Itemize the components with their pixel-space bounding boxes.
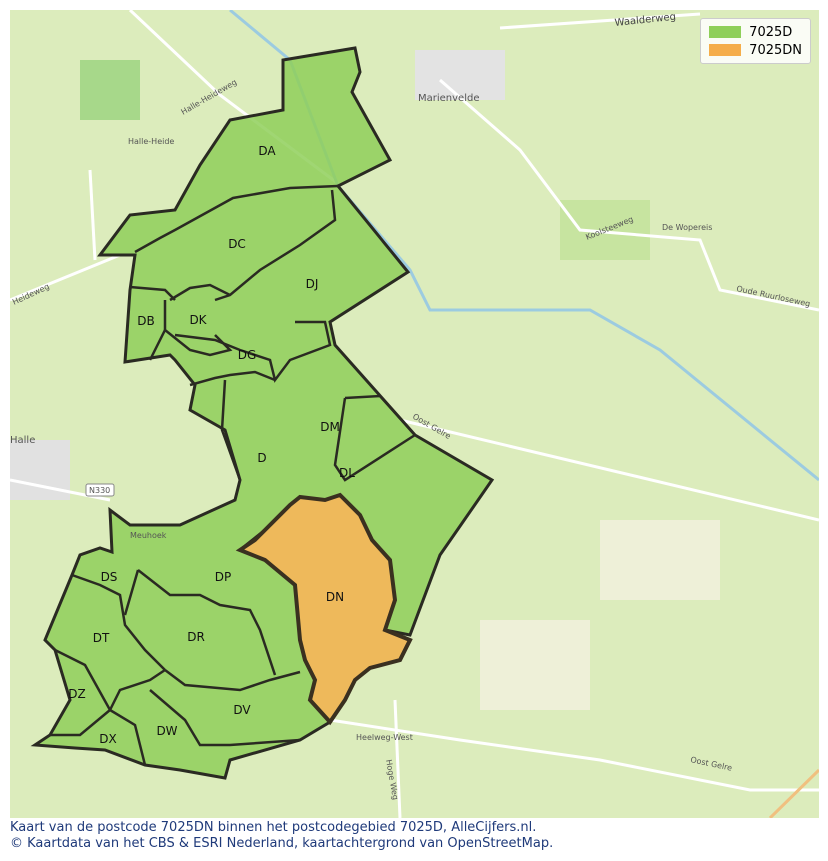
region-label-DB: DB bbox=[137, 314, 154, 328]
region-label-DG: DG bbox=[238, 348, 257, 362]
legend: 7025D 7025DN bbox=[700, 18, 811, 64]
road bbox=[10, 253, 121, 302]
place-marienvelde: Marienvelde bbox=[418, 93, 479, 104]
region-label-DW: DW bbox=[156, 724, 177, 738]
legend-label: 7025DN bbox=[749, 42, 802, 58]
region-label-DZ: DZ bbox=[68, 687, 85, 701]
region-label-DJ: DJ bbox=[306, 277, 319, 291]
region-label-DX: DX bbox=[99, 732, 116, 746]
road bbox=[768, 768, 819, 818]
road bbox=[393, 699, 402, 818]
field bbox=[560, 200, 650, 260]
village-marienvelde bbox=[415, 50, 505, 100]
region-label-DV: DV bbox=[233, 703, 251, 717]
road bbox=[499, 12, 701, 30]
legend-swatch bbox=[709, 44, 742, 56]
legend-item-7025DN: 7025DN bbox=[709, 41, 802, 59]
place-n330: N330 bbox=[89, 486, 110, 495]
place-meuhoek: Meuhoek bbox=[130, 531, 167, 540]
place-halle: Halle bbox=[10, 435, 35, 446]
road bbox=[88, 169, 97, 261]
region-label-DP: DP bbox=[215, 570, 231, 584]
legend-swatch bbox=[709, 26, 742, 38]
legend-label: 7025D bbox=[749, 24, 793, 40]
region-label-DM: DM bbox=[320, 420, 340, 434]
region-label-DA: DA bbox=[258, 144, 276, 158]
region-label-DN: DN bbox=[326, 590, 344, 604]
region-labels: DA DC DJ DB DK DG D DM DL DN DS DP DT DR… bbox=[68, 144, 355, 746]
map[interactable]: DA DC DJ DB DK DG D DM DL DN DS DP DT DR… bbox=[10, 10, 819, 818]
legend-item-7025D: 7025D bbox=[709, 23, 802, 41]
road bbox=[439, 78, 819, 312]
region-label-DT: DT bbox=[93, 631, 110, 645]
area-7025DN[interactable] bbox=[235, 492, 413, 726]
road bbox=[329, 718, 819, 792]
region-label-DS: DS bbox=[101, 570, 118, 584]
place-halle-heide: Halle-Heide bbox=[128, 137, 174, 146]
field bbox=[480, 620, 590, 710]
caption-attribution: © Kaartdata van het CBS & ESRI Nederland… bbox=[10, 836, 554, 851]
region-label-DL: DL bbox=[339, 466, 355, 480]
road-badge bbox=[85, 483, 115, 497]
region-borders bbox=[50, 184, 416, 766]
region-label-DK: DK bbox=[189, 313, 207, 327]
place-heelweg-west: Heelweg-West bbox=[356, 733, 413, 742]
place-de-wopereis: De Wopereis bbox=[662, 223, 712, 232]
road bbox=[10, 478, 111, 502]
field bbox=[600, 520, 720, 600]
area-7025D[interactable] bbox=[30, 46, 495, 780]
caption-title: Kaart van de postcode 7025DN binnen het … bbox=[10, 820, 537, 835]
region-label-DR: DR bbox=[187, 630, 205, 644]
region-label-DC: DC bbox=[228, 237, 246, 251]
field bbox=[80, 60, 140, 120]
caption: Kaart van de postcode 7025DN binnen het … bbox=[10, 820, 553, 852]
road bbox=[399, 418, 819, 522]
map-canvas: DA DC DJ DB DK DG D DM DL DN DS DP DT DR… bbox=[10, 10, 819, 818]
region-label-D: D bbox=[257, 451, 266, 465]
